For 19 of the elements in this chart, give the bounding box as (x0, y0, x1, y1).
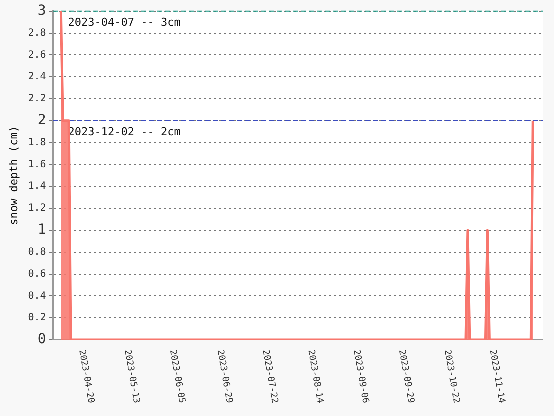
y-tick-label: 0.4 (28, 290, 46, 302)
y-axis-title: snow depth (cm) (7, 126, 20, 226)
y-tick-label: 0.8 (28, 246, 46, 258)
ref-line-label: 2023-12-02 -- 2cm (68, 125, 182, 138)
y-tick-label: 0.2 (28, 312, 46, 324)
y-tick-label: 2.2 (28, 94, 46, 105)
y-tick-label: 0 (38, 332, 46, 348)
y-tick-label: 2.8 (28, 28, 46, 39)
y-tick-label: 1.6 (28, 159, 46, 170)
y-tick-label: 0.6 (28, 268, 46, 280)
ref-line-label: 2023-04-07 -- 3cm (68, 16, 182, 29)
y-tick-label: 1.8 (28, 137, 46, 148)
y-tick-label: 1.2 (28, 203, 46, 214)
y-tick-label: 2.6 (28, 50, 46, 61)
y-tick-label: 3 (38, 3, 46, 20)
y-tick-label: 1.4 (28, 181, 46, 192)
y-tick-label: 2.4 (28, 72, 46, 83)
y-tick-label: 1 (38, 222, 46, 238)
y-tick-label: 2 (38, 112, 46, 129)
